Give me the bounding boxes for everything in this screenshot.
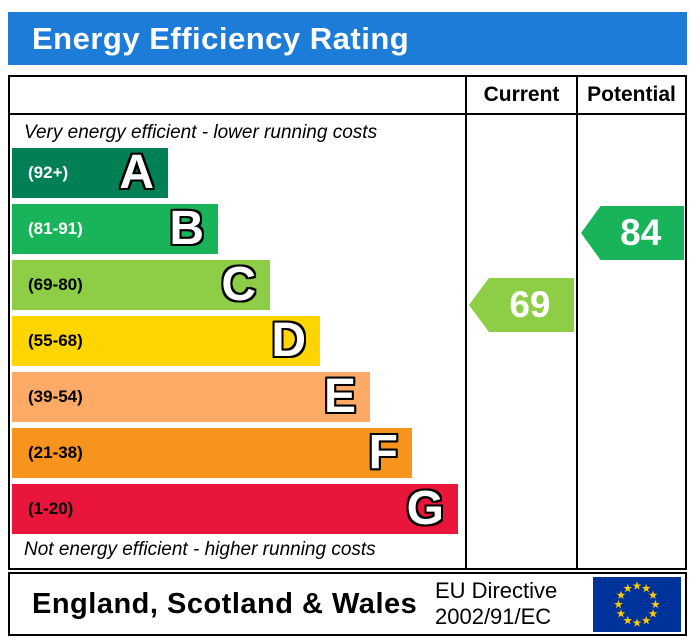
band-bar: (69-80) C <box>12 260 270 310</box>
eu-directive-label: EU Directive 2002/91/EC <box>435 578 585 630</box>
band-row-g: (1-20) G <box>12 484 465 534</box>
current-rating-value: 69 <box>509 284 551 325</box>
band-bar: (92+) A <box>12 148 168 198</box>
eu-directive-line1: EU Directive <box>435 578 558 603</box>
band-range-label: (21-38) <box>28 443 83 462</box>
potential-column-header: Potential <box>587 83 676 106</box>
band-letter: B <box>169 202 204 255</box>
band-bar: (21-38) F <box>12 428 412 478</box>
band-row-e: (39-54) E <box>12 372 465 422</box>
band-range-label: (39-54) <box>28 387 83 406</box>
header-spacer-cell <box>10 77 465 115</box>
caption-efficient: Very energy efficient - lower running co… <box>24 122 378 143</box>
current-column-header: Current <box>483 83 560 106</box>
band-letter: D <box>271 314 306 367</box>
chart-title-bar: Energy Efficiency Rating <box>8 12 687 65</box>
band-bar: (39-54) E <box>12 372 370 422</box>
current-rating-cell: 69 <box>465 115 576 568</box>
chart-title: Energy Efficiency Rating <box>32 20 410 56</box>
band-range-label: (81-91) <box>28 219 83 238</box>
potential-rating-value: 84 <box>620 212 662 253</box>
band-range-label: (92+) <box>28 163 69 182</box>
band-row-a: (92+) A <box>12 148 465 198</box>
current-rating-arrow: 69 <box>469 278 574 332</box>
bands-cell: Very energy efficient - lower running co… <box>10 115 465 568</box>
band-bar: (81-91) B <box>12 204 218 254</box>
header-potential-cell: Potential <box>576 77 685 115</box>
eu-directive-line2: 2002/91/EC <box>435 604 552 629</box>
footer-bar: England, Scotland & Wales EU Directive 2… <box>8 572 687 636</box>
band-letter: F <box>368 426 398 479</box>
band-range-label: (69-80) <box>28 275 83 294</box>
eu-flag-icon <box>593 576 681 632</box>
band-bar: (55-68) D <box>12 316 320 366</box>
band-letter: G <box>406 482 444 535</box>
band-row-c: (69-80) C <box>12 260 465 310</box>
header-current-cell: Current <box>465 77 576 115</box>
bands-container: (92+) A (81-91) B (69-80) C (55-68) D (3… <box>10 148 465 534</box>
band-row-b: (81-91) B <box>12 204 465 254</box>
potential-rating-arrow: 84 <box>581 206 684 260</box>
region-label: England, Scotland & Wales <box>32 587 418 620</box>
band-letter: C <box>221 258 256 311</box>
caption-not-efficient: Not energy efficient - higher running co… <box>24 539 376 560</box>
band-letter: A <box>119 146 154 199</box>
band-row-d: (55-68) D <box>12 316 465 366</box>
band-range-label: (1-20) <box>28 499 74 518</box>
band-letter: E <box>323 370 356 423</box>
rating-table: Current Potential Very energy efficient … <box>8 75 687 570</box>
band-bar: (1-20) G <box>12 484 458 534</box>
potential-rating-cell: 84 <box>576 115 685 568</box>
band-range-label: (55-68) <box>28 331 83 350</box>
band-row-f: (21-38) F <box>12 428 465 478</box>
